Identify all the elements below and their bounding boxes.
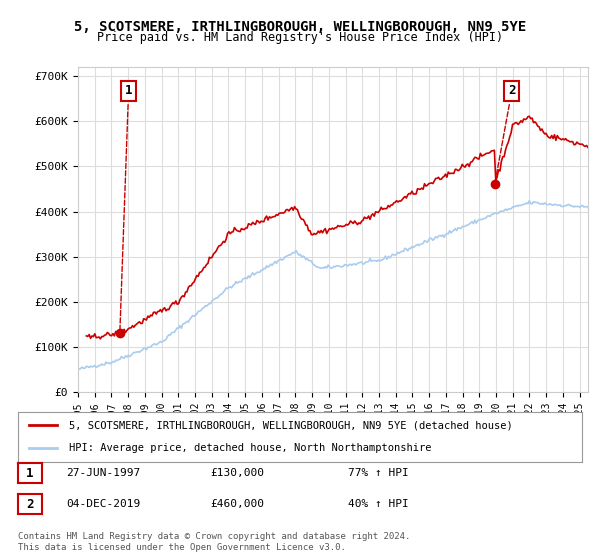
Text: 5, SCOTSMERE, IRTHLINGBOROUGH, WELLINGBOROUGH, NN9 5YE (detached house): 5, SCOTSMERE, IRTHLINGBOROUGH, WELLINGBO… <box>69 420 512 430</box>
Text: Contains HM Land Registry data © Crown copyright and database right 2024.
This d: Contains HM Land Registry data © Crown c… <box>18 532 410 552</box>
Text: £460,000: £460,000 <box>210 499 264 509</box>
Text: HPI: Average price, detached house, North Northamptonshire: HPI: Average price, detached house, Nort… <box>69 444 431 454</box>
Text: 2: 2 <box>26 497 34 511</box>
Text: 40% ↑ HPI: 40% ↑ HPI <box>348 499 409 509</box>
Text: £130,000: £130,000 <box>210 468 264 478</box>
Text: 04-DEC-2019: 04-DEC-2019 <box>66 499 140 509</box>
Text: 77% ↑ HPI: 77% ↑ HPI <box>348 468 409 478</box>
Text: 1: 1 <box>26 466 34 480</box>
Text: Price paid vs. HM Land Registry's House Price Index (HPI): Price paid vs. HM Land Registry's House … <box>97 31 503 44</box>
Text: 2: 2 <box>495 84 515 182</box>
Text: 1: 1 <box>120 84 133 330</box>
Text: 27-JUN-1997: 27-JUN-1997 <box>66 468 140 478</box>
Text: 5, SCOTSMERE, IRTHLINGBOROUGH, WELLINGBOROUGH, NN9 5YE: 5, SCOTSMERE, IRTHLINGBOROUGH, WELLINGBO… <box>74 20 526 34</box>
